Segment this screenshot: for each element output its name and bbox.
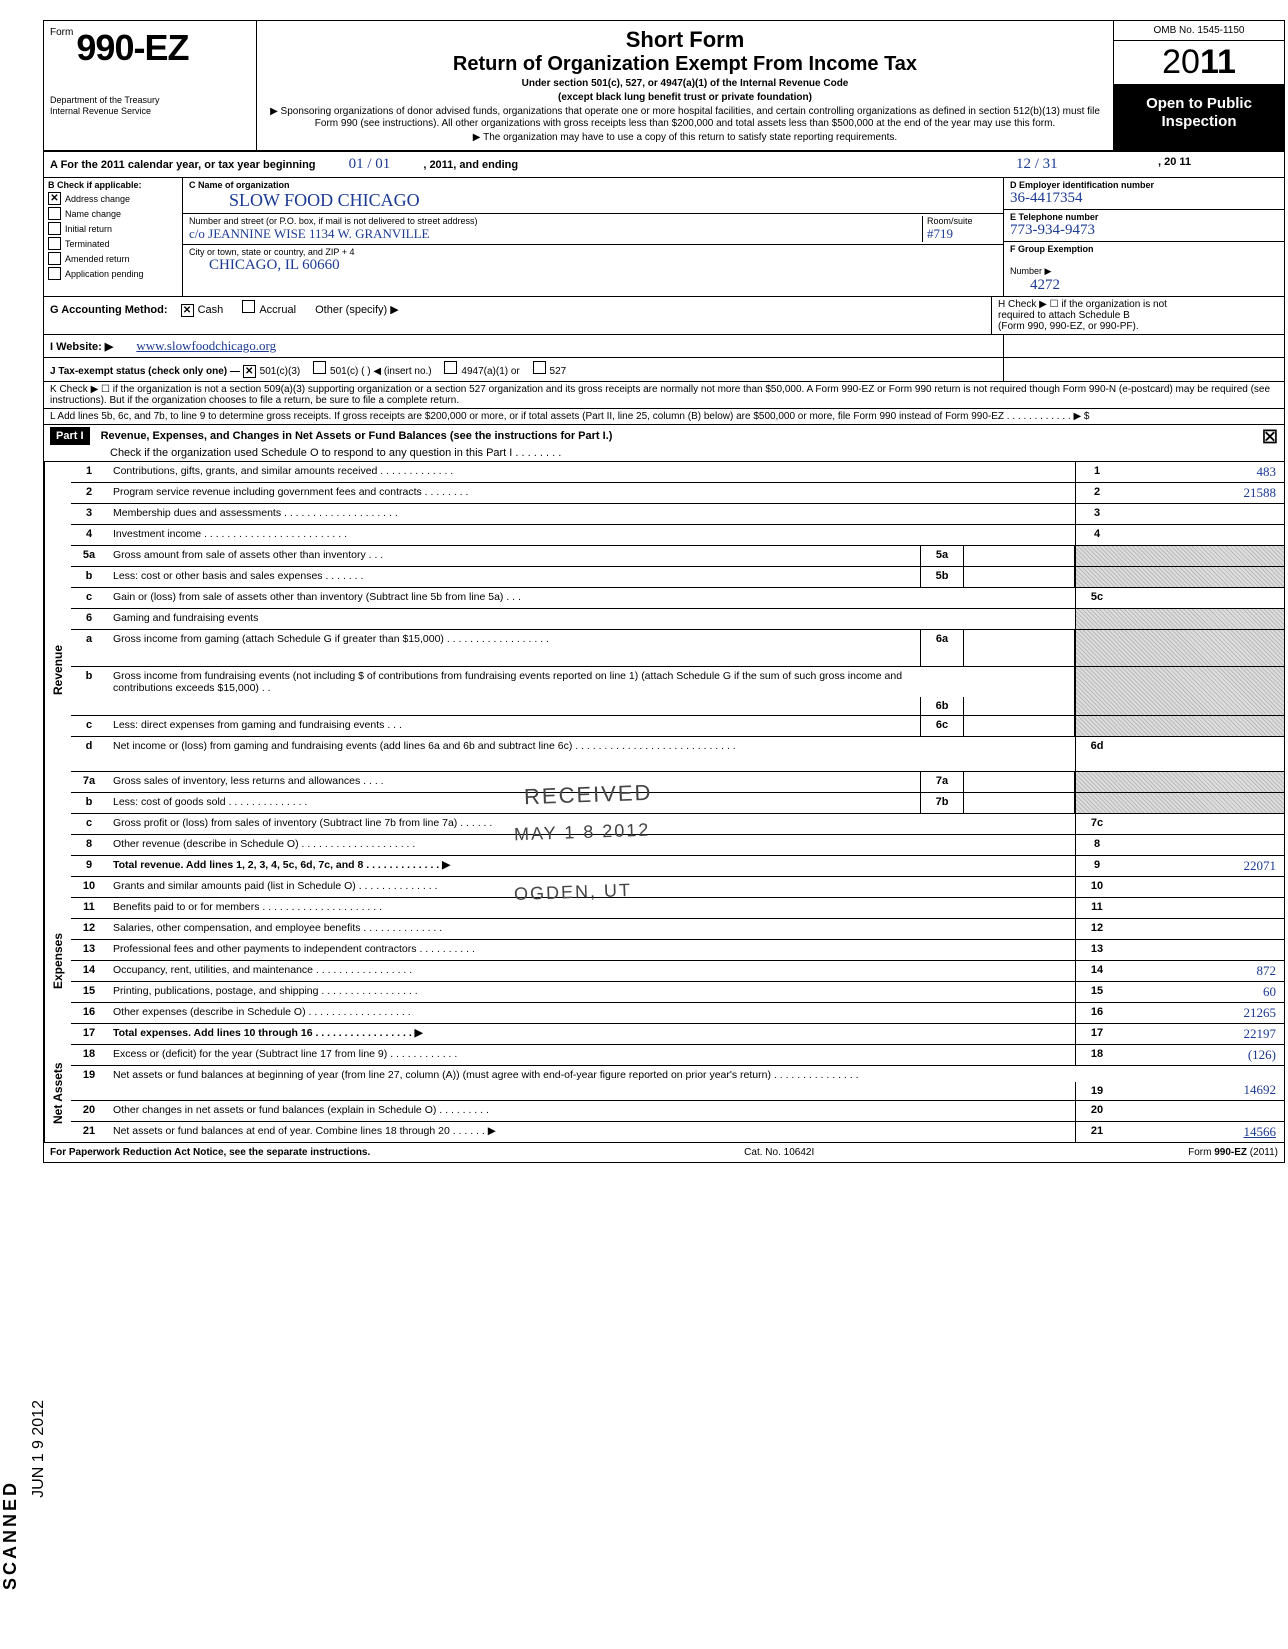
val-18[interactable]: (126): [1118, 1045, 1284, 1065]
val-12[interactable]: [1118, 919, 1284, 939]
val-13[interactable]: [1118, 940, 1284, 960]
ein[interactable]: 36-4417354: [1010, 190, 1278, 207]
form-word: Form: [50, 27, 73, 38]
side-revenue: Revenue: [44, 462, 71, 877]
right-id-col: D Employer identification number 36-4417…: [1003, 178, 1284, 296]
val-14[interactable]: 872: [1118, 961, 1284, 981]
val-4[interactable]: [1118, 525, 1284, 545]
short-form-label: Short Form: [267, 27, 1103, 53]
org-name[interactable]: SLOW FOOD CHICAGO: [229, 190, 420, 210]
main-title: Return of Organization Exempt From Incom…: [267, 53, 1103, 76]
form-ref: Form 990-EZ (2011): [1188, 1147, 1278, 1158]
website[interactable]: www.slowfoodchicago.org: [136, 338, 276, 353]
year-begin[interactable]: 01 / 01: [349, 156, 391, 172]
room-suite[interactable]: #719: [927, 226, 953, 241]
note2: ▶ The organization may have to use a cop…: [267, 132, 1103, 144]
city-state-zip[interactable]: CHICAGO, IL 60660: [209, 257, 340, 273]
part1-header: Part I Revenue, Expenses, and Changes in…: [44, 425, 1284, 462]
val-5c[interactable]: [1118, 588, 1284, 608]
form-number-cell: Form 990-EZ Department of the Treasury I…: [44, 21, 257, 150]
group-exemption[interactable]: 4272: [1030, 277, 1060, 293]
footer: For Paperwork Reduction Act Notice, see …: [44, 1142, 1284, 1162]
right-top: OMB No. 1545-1150 2011 Open to Public In…: [1114, 21, 1284, 150]
dept-treasury: Department of the Treasury Internal Reve…: [50, 95, 250, 117]
section-a-row: A For the 2011 calendar year, or tax yea…: [44, 152, 1284, 178]
val-1[interactable]: 483: [1118, 462, 1284, 482]
year-end-month[interactable]: 12 / 31: [1010, 152, 1152, 177]
check-cash[interactable]: ✕: [181, 304, 194, 317]
part1-body: RECEIVED MAY 1 8 2012 OGDEN, UT Revenue …: [44, 462, 1284, 1142]
val-15[interactable]: 60: [1118, 982, 1284, 1002]
org-address[interactable]: c/o JEANNINE WISE 1134 W. GRANVILLE: [189, 226, 429, 241]
section-c: C Name of organization SLOW FOOD CHICAGO…: [183, 178, 1003, 296]
tax-year: 2011: [1114, 41, 1284, 85]
val-16[interactable]: 21265: [1118, 1003, 1284, 1023]
check-501c3[interactable]: ✕: [243, 365, 256, 378]
check-application-pending[interactable]: Application pending: [48, 267, 178, 280]
form-number: 990-EZ: [76, 27, 188, 68]
top-header: Form 990-EZ Department of the Treasury I…: [44, 21, 1284, 152]
check-amended[interactable]: Amended return: [48, 252, 178, 265]
val-17[interactable]: 22197: [1118, 1024, 1284, 1044]
val-11[interactable]: [1118, 898, 1284, 918]
telephone[interactable]: 773-934-9473: [1010, 222, 1278, 239]
val-7c[interactable]: [1118, 814, 1284, 834]
section-h: H Check ▶ ☐ if the organization is not r…: [991, 297, 1284, 334]
val-6d[interactable]: [1118, 737, 1284, 771]
row-g-h: G Accounting Method: ✕Cash Accrual Other…: [44, 297, 1284, 335]
omb-number: OMB No. 1545-1150: [1114, 21, 1284, 41]
check-527[interactable]: [533, 361, 546, 374]
side-expenses: Expenses: [44, 877, 71, 1045]
val-9[interactable]: 22071: [1118, 856, 1284, 876]
note1: ▶ Sponsoring organizations of donor advi…: [267, 106, 1103, 130]
year-end-year: , 20 11: [1152, 152, 1284, 177]
check-accrual[interactable]: [242, 300, 255, 313]
check-address-change[interactable]: ✕Address change: [48, 192, 178, 205]
val-2[interactable]: 21588: [1118, 483, 1284, 503]
id-block: B Check if applicable: ✕Address change N…: [44, 178, 1284, 297]
check-initial-return[interactable]: Initial return: [48, 222, 178, 235]
side-netassets: Net Assets: [44, 1045, 71, 1142]
subtitle1: Under section 501(c), 527, or 4947(a)(1)…: [267, 78, 1103, 90]
check-name-change[interactable]: Name change: [48, 207, 178, 220]
val-8[interactable]: [1118, 835, 1284, 855]
val-3[interactable]: [1118, 504, 1284, 524]
row-tax-exempt: J Tax-exempt status (check only one) — ✕…: [44, 358, 1284, 382]
section-a: A For the 2011 calendar year, or tax yea…: [44, 152, 1010, 177]
check-4947[interactable]: [444, 361, 457, 374]
section-b: B Check if applicable: ✕Address change N…: [44, 178, 183, 296]
schedule-o-check[interactable]: ☒: [1262, 427, 1278, 448]
check-terminated[interactable]: Terminated: [48, 237, 178, 250]
val-19[interactable]: 14692: [1118, 1080, 1284, 1100]
check-501c[interactable]: [313, 361, 326, 374]
section-l: L Add lines 5b, 6c, and 7b, to line 9 to…: [44, 409, 1284, 425]
stamp-scanned: SCANNED: [0, 1480, 21, 1590]
title-cell: Short Form Return of Organization Exempt…: [257, 21, 1114, 150]
form-990ez: Form 990-EZ Department of the Treasury I…: [43, 20, 1285, 1163]
val-10[interactable]: [1118, 877, 1284, 897]
section-k: K Check ▶ ☐ if the organization is not a…: [44, 382, 1284, 409]
stamp-scan-date: JUN 1 9 2012: [30, 1400, 48, 1498]
open-to-public: Open to Public Inspection: [1114, 85, 1284, 150]
val-21[interactable]: 14566: [1118, 1122, 1284, 1142]
subtitle2: (except black lung benefit trust or priv…: [267, 92, 1103, 104]
row-website: I Website: ▶ www.slowfoodchicago.org: [44, 335, 1284, 358]
val-20[interactable]: [1118, 1101, 1284, 1121]
